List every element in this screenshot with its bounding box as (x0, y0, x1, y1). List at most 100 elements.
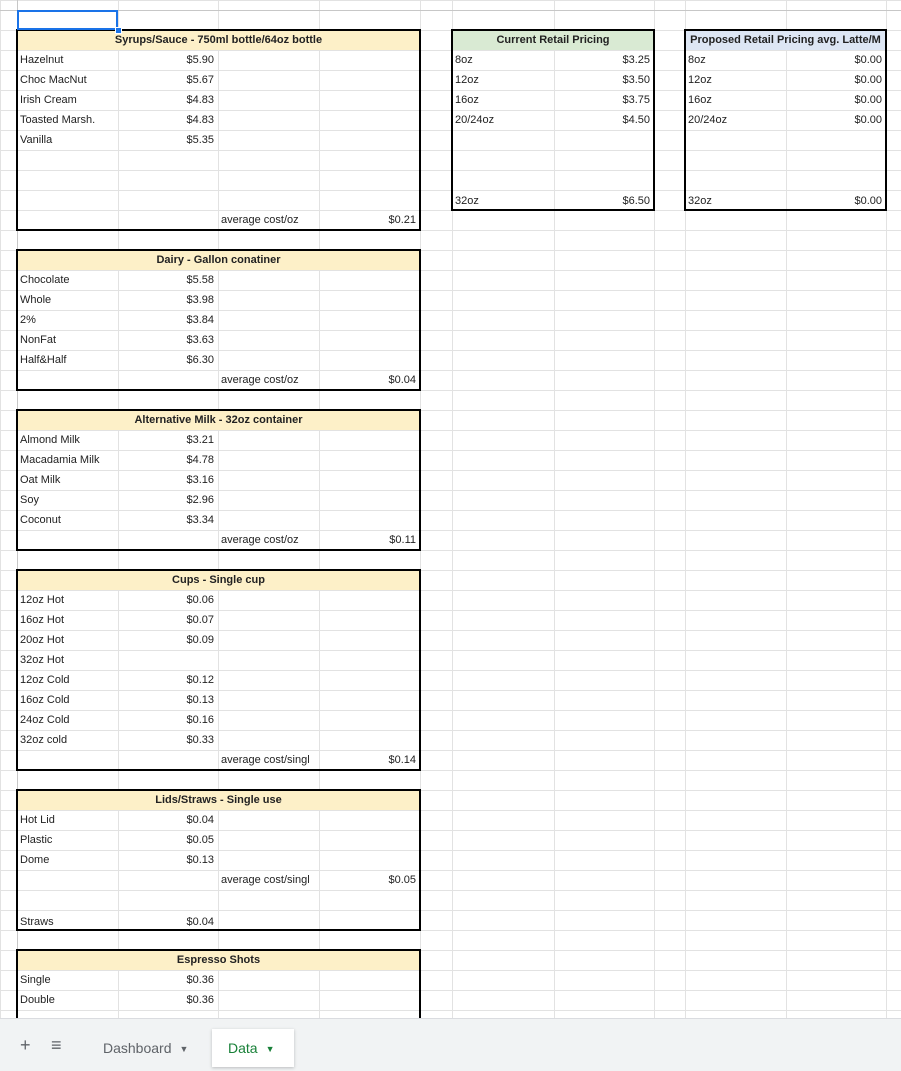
cups-item-price[interactable] (118, 650, 218, 670)
cups-item-price[interactable]: $0.13 (186, 694, 214, 706)
proposed_retail-price[interactable]: $0.00 (854, 94, 882, 106)
spreadsheet-grid[interactable]: Syrups/Sauce - 750ml bottle/64oz bottle H… (0, 0, 901, 1018)
cups-item-price[interactable]: $0.12 (186, 674, 214, 686)
syrups-item-name[interactable]: Hazelnut (20, 54, 64, 66)
cups-item-price[interactable]: $0.09 (186, 634, 214, 646)
proposed_retail-size[interactable]: 20/24oz (688, 114, 728, 126)
all-sheets-icon[interactable]: ≡ (51, 1035, 62, 1055)
cups-item-name[interactable]: 32oz cold (20, 734, 68, 746)
proposed_retail-size[interactable]: 12oz (688, 74, 712, 86)
cups-item-name[interactable]: 16oz Hot (20, 614, 65, 626)
lids-item-name[interactable]: Plastic (20, 834, 53, 846)
lids-item-price[interactable]: $0.05 (186, 834, 214, 846)
alt_milk-item-name[interactable]: Coconut (20, 514, 61, 526)
straws-name[interactable]: Straws (20, 916, 54, 928)
cups-item-name[interactable]: 12oz Hot (20, 594, 65, 606)
alt_milk-average-value[interactable]: $0.11 (389, 534, 416, 546)
espresso-item-price[interactable]: $0.36 (186, 994, 214, 1006)
current_retail-size[interactable]: 12oz (455, 74, 479, 86)
syrups-item-name[interactable]: Irish Cream (20, 94, 77, 106)
alt_milk-item-name[interactable]: Soy (20, 494, 39, 506)
lids-item-name[interactable]: Hot Lid (20, 814, 55, 826)
proposed_retail-size[interactable]: 16oz (688, 94, 712, 106)
alt_milk-item-price[interactable]: $4.78 (186, 454, 214, 466)
syrups-item-name[interactable]: Vanilla (20, 134, 53, 146)
current_retail-price[interactable]: $4.50 (622, 114, 650, 126)
lids-average-value[interactable]: $0.05 (388, 874, 416, 886)
cups-item-name[interactable]: 12oz Cold (20, 674, 70, 686)
cups-item-price[interactable]: $0.07 (186, 614, 214, 626)
tab-dashboard[interactable]: Dashboard ▼ (88, 1029, 208, 1067)
syrups-average-label[interactable]: average cost/oz (221, 214, 299, 226)
proposed_retail-size[interactable]: 8oz (688, 54, 706, 66)
dairy-item-name[interactable]: NonFat (20, 334, 57, 346)
lids-item-price[interactable]: $0.13 (186, 854, 214, 866)
proposed_retail-header[interactable]: Proposed Retail Pricing avg. Latte/M (685, 30, 886, 50)
alt_milk-item-name[interactable]: Oat Milk (20, 474, 61, 486)
dairy-item-price[interactable]: $5.58 (186, 274, 214, 286)
lids-item-price[interactable]: $0.04 (186, 814, 214, 826)
dairy-item-name[interactable]: Half&Half (20, 354, 67, 366)
cups-header[interactable]: Cups - Single cup (17, 570, 420, 590)
current_retail-size[interactable]: 8oz (455, 54, 473, 66)
cups-average-value[interactable]: $0.14 (388, 754, 416, 766)
alt_milk-item-price[interactable]: $2.96 (186, 494, 214, 506)
plus-icon[interactable]: + (20, 1035, 31, 1055)
syrups-average-value[interactable]: $0.21 (388, 214, 416, 226)
alt_milk-item-name[interactable]: Macadamia Milk (20, 454, 100, 466)
current_retail-size[interactable]: 16oz (455, 94, 479, 106)
proposed_retail-size[interactable]: 32oz (688, 195, 712, 207)
espresso-header[interactable]: Espresso Shots (17, 950, 420, 970)
syrups-item-price[interactable]: $5.90 (186, 54, 214, 66)
lids-header[interactable]: Lids/Straws - Single use (17, 790, 420, 810)
cups-item-price[interactable]: $0.33 (186, 734, 214, 746)
selection-fill-handle[interactable] (115, 27, 122, 34)
alt_milk-item-price[interactable]: $3.16 (186, 474, 214, 486)
dairy-item-name[interactable]: Whole (20, 294, 52, 306)
alt_milk-item-price[interactable]: $3.21 (186, 434, 214, 446)
tab-data[interactable]: Data ▼ (212, 1029, 294, 1067)
syrups-item-price[interactable]: $4.83 (186, 114, 214, 126)
espresso-item-name[interactable]: Double (20, 994, 55, 1006)
proposed_retail-price[interactable]: $0.00 (854, 114, 882, 126)
dairy-item-price[interactable]: $6.30 (186, 354, 214, 366)
cups-item-name[interactable]: 16oz Cold (20, 694, 70, 706)
espresso-item-name[interactable]: Single (20, 974, 51, 986)
current_retail-price[interactable]: $3.75 (622, 94, 650, 106)
alt_milk-header[interactable]: Alternative Milk - 32oz container (17, 410, 420, 430)
dairy-average-value[interactable]: $0.04 (388, 374, 416, 386)
alt_milk-average-label[interactable]: average cost/oz (221, 534, 299, 546)
syrups-item-name[interactable]: Choc MacNut (20, 74, 87, 86)
dairy-average-label[interactable]: average cost/oz (221, 374, 299, 386)
syrups-item-price[interactable]: $5.67 (186, 74, 214, 86)
cups-item-name[interactable]: 24oz Cold (20, 714, 70, 726)
dairy-item-name[interactable]: Chocolate (20, 274, 70, 286)
syrups-header[interactable]: Syrups/Sauce - 750ml bottle/64oz bottle (17, 30, 420, 50)
alt_milk-item-price[interactable]: $3.34 (186, 514, 214, 526)
dairy-item-name[interactable]: 2% (20, 314, 36, 326)
syrups-item-price[interactable]: $5.35 (186, 134, 214, 146)
cups-item-name[interactable]: 32oz Hot (20, 654, 65, 666)
current_retail-price[interactable]: $6.50 (622, 195, 650, 207)
current_retail-size[interactable]: 32oz (455, 195, 479, 207)
syrups-item-price[interactable]: $4.83 (186, 94, 214, 106)
dairy-header[interactable]: Dairy - Gallon conatiner (17, 250, 420, 270)
proposed_retail-price[interactable]: $0.00 (854, 74, 882, 86)
caret-down-icon[interactable]: ▼ (265, 1044, 275, 1054)
current_retail-price[interactable]: $3.25 (622, 54, 650, 66)
dairy-item-price[interactable]: $3.98 (186, 294, 214, 306)
current_retail-header[interactable]: Current Retail Pricing (452, 30, 654, 50)
espresso-item-price[interactable]: $0.36 (186, 974, 214, 986)
syrups-item-name[interactable]: Toasted Marsh. (20, 114, 96, 126)
dairy-item-price[interactable]: $3.63 (186, 334, 214, 346)
proposed_retail-price[interactable]: $0.00 (854, 195, 882, 207)
dairy-item-price[interactable]: $3.84 (186, 314, 214, 326)
caret-down-icon[interactable]: ▼ (179, 1044, 189, 1054)
cups-item-price[interactable]: $0.06 (186, 594, 214, 606)
cups-item-name[interactable]: 20oz Hot (20, 634, 65, 646)
cups-average-label[interactable]: average cost/singl (221, 754, 310, 766)
lids-average-label[interactable]: average cost/singl (221, 874, 310, 886)
straws-price[interactable]: $0.04 (186, 916, 214, 928)
alt_milk-item-name[interactable]: Almond Milk (20, 434, 80, 446)
lids-item-name[interactable]: Dome (20, 854, 50, 866)
